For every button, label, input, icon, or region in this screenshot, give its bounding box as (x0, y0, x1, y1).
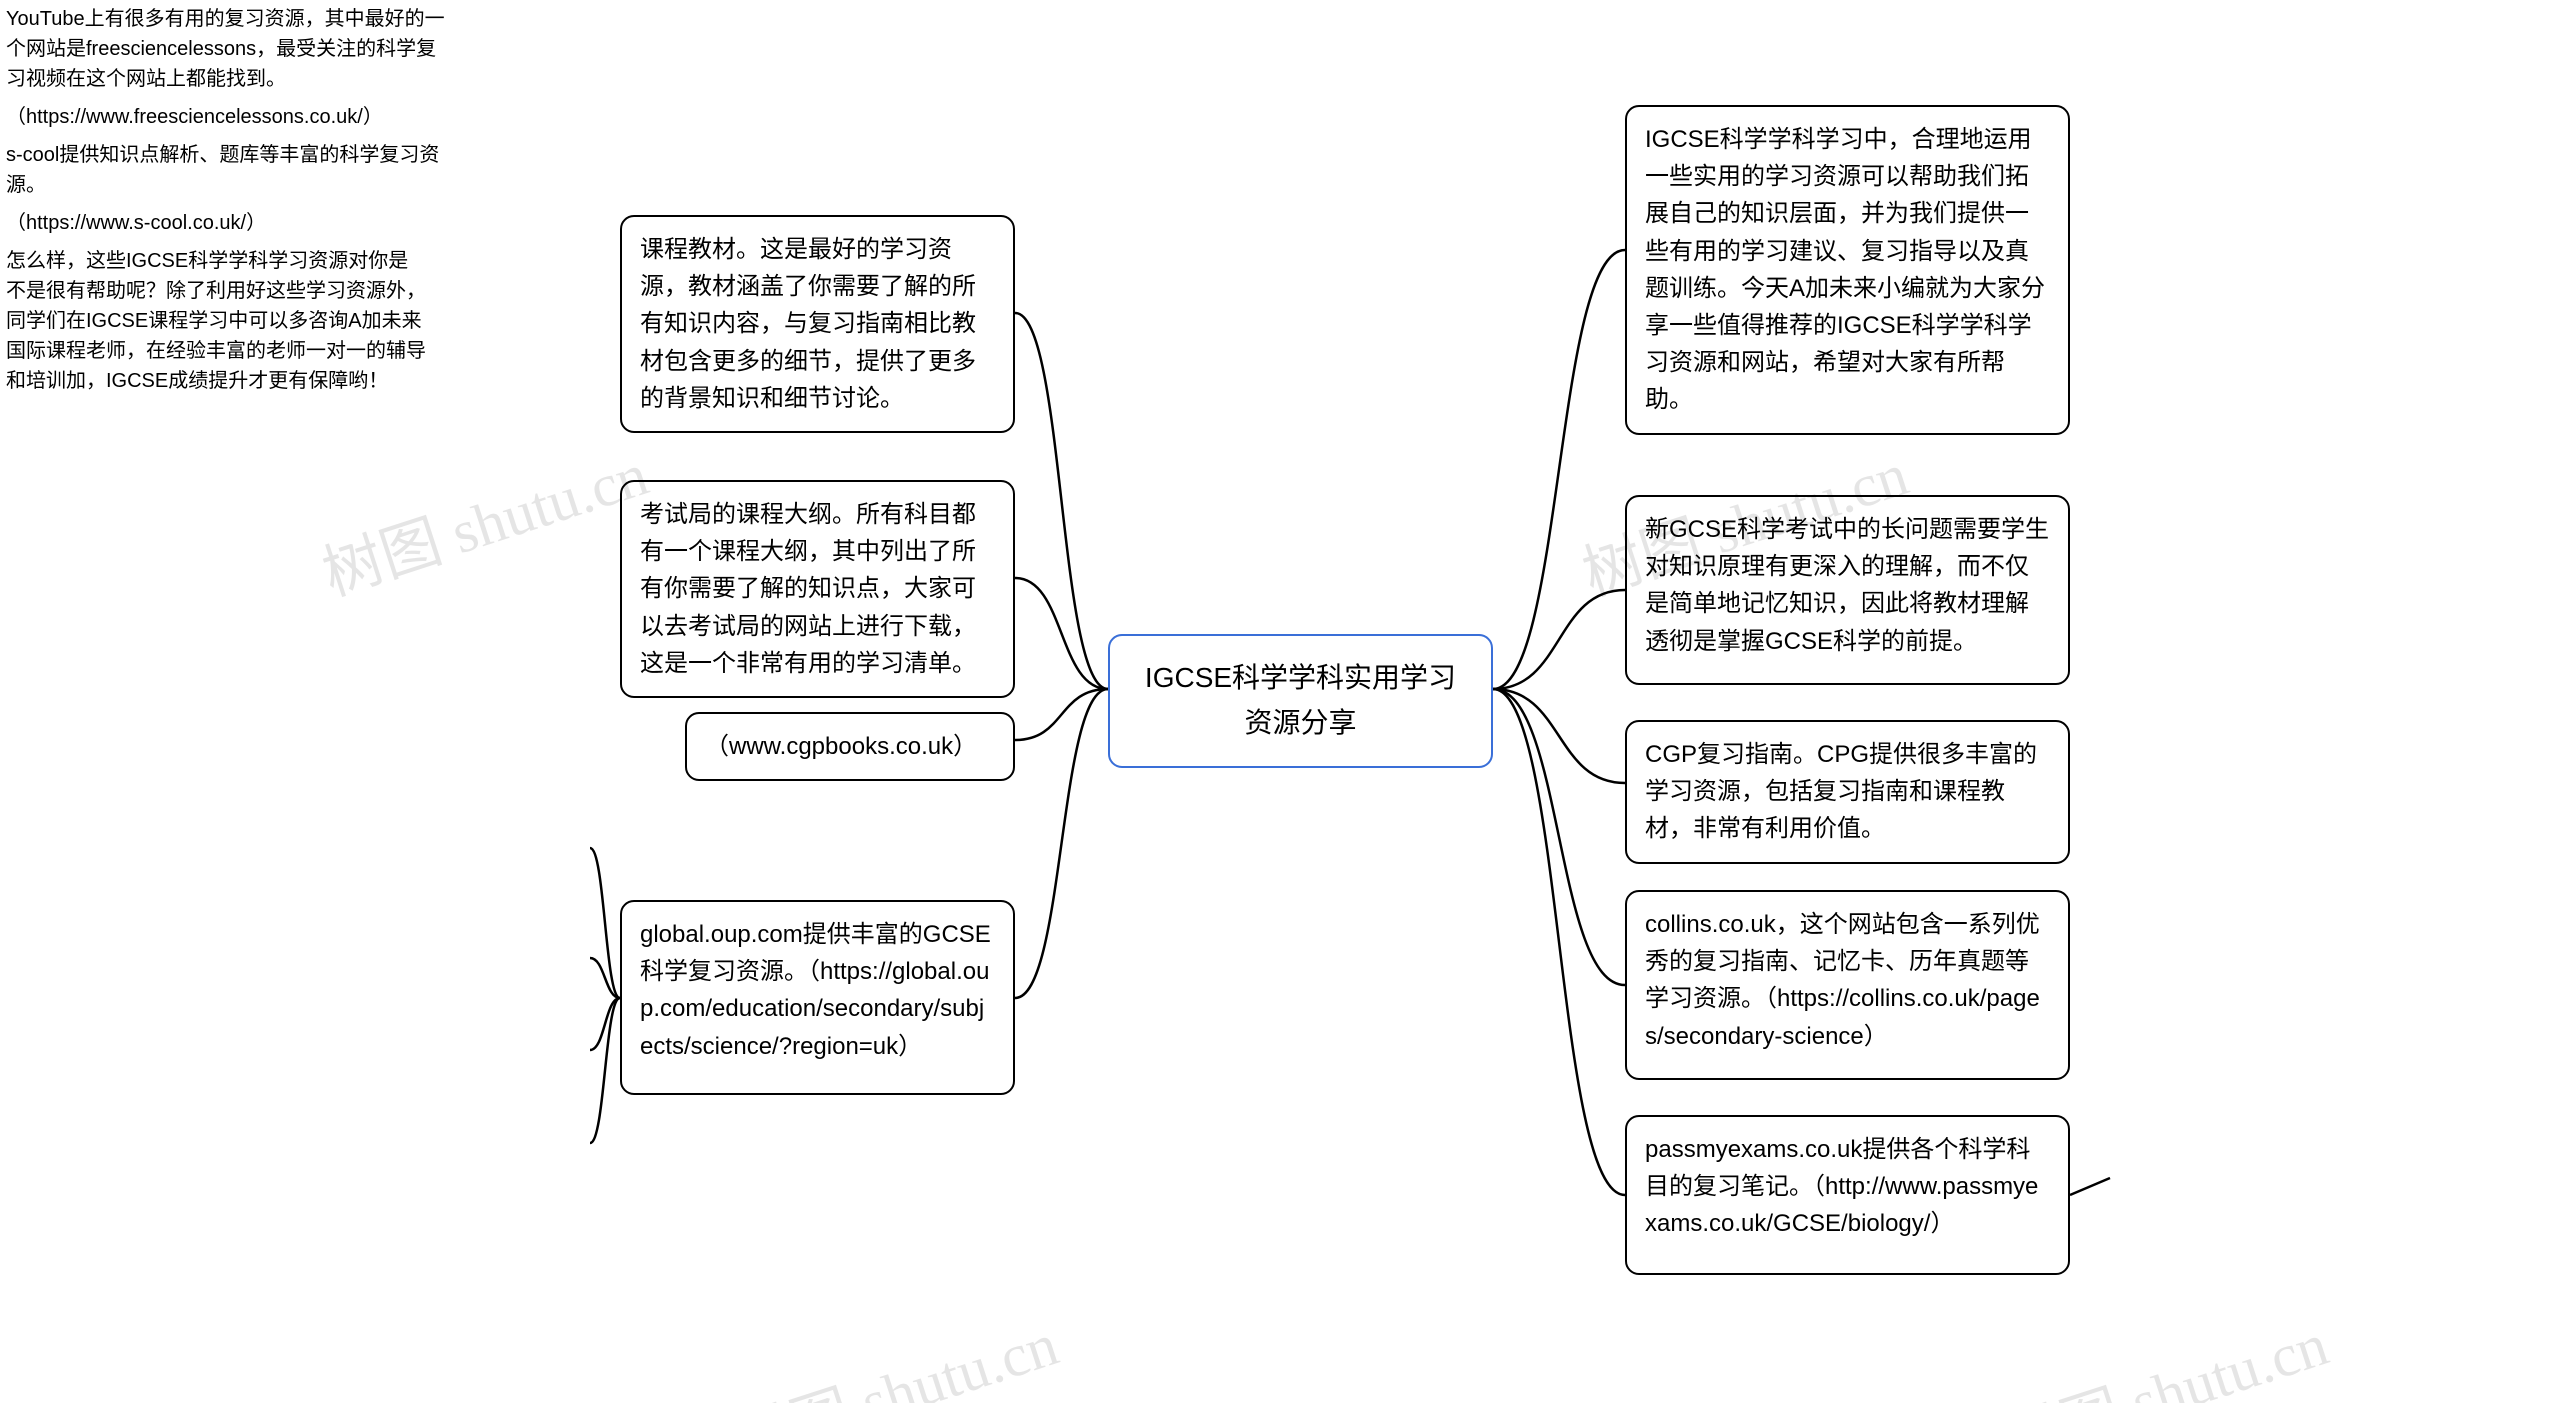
right-node-3: CGP复习指南。CPG提供很多丰富的学习资源，包括复习指南和课程教材，非常有利用… (1625, 720, 2070, 864)
left-node-4: global.oup.com提供丰富的GCSE科学复习资源。（https://g… (620, 900, 1015, 1095)
watermark-1: 树图 shutu.cn (310, 426, 657, 613)
center-node: IGCSE科学学科实用学习资源分享 (1108, 634, 1493, 768)
sub-left-1: YouTube上有很多有用的复习资源，其中最好的一个网站是freescience… (0, 0, 462, 98)
sub-right-1: 怎么样，这些IGCSE科学学科学习资源对你是不是很有帮助呢？除了利用好这些学习资… (0, 242, 432, 400)
left-node-3: （www.cgpbooks.co.uk） (685, 712, 1015, 781)
right-node-2: 新GCSE科学考试中的长问题需要学生对知识原理有更深入的理解，而不仅是简单地记忆… (1625, 495, 2070, 685)
left-node-1: 课程教材。这是最好的学习资源，教材涵盖了你需要了解的所有知识内容，与复习指南相比… (620, 215, 1015, 433)
right-node-1: IGCSE科学学科学习中，合理地运用一些实用的学习资源可以帮助我们拓展自己的知识… (1625, 105, 2070, 435)
left-node-2: 考试局的课程大纲。所有科目都有一个课程大纲，其中列出了所有你需要了解的知识点，大… (620, 480, 1015, 698)
sub-left-2: （https://www.freesciencelessons.co.uk/） (0, 98, 462, 136)
watermark-3: 树图 shutu.cn (720, 1296, 1067, 1403)
sub-left-3: s-cool提供知识点解析、题库等丰富的科学复习资源。 (0, 136, 462, 204)
watermark-4: 树图 shutu.cn (1990, 1296, 2337, 1403)
right-node-4: collins.co.uk，这个网站包含一系列优秀的复习指南、记忆卡、历年真题等… (1625, 890, 2070, 1080)
right-node-5: passmyexams.co.uk提供各个科学科目的复习笔记。（http://w… (1625, 1115, 2070, 1275)
sub-left-4: （https://www.s-cool.co.uk/） (0, 204, 432, 242)
